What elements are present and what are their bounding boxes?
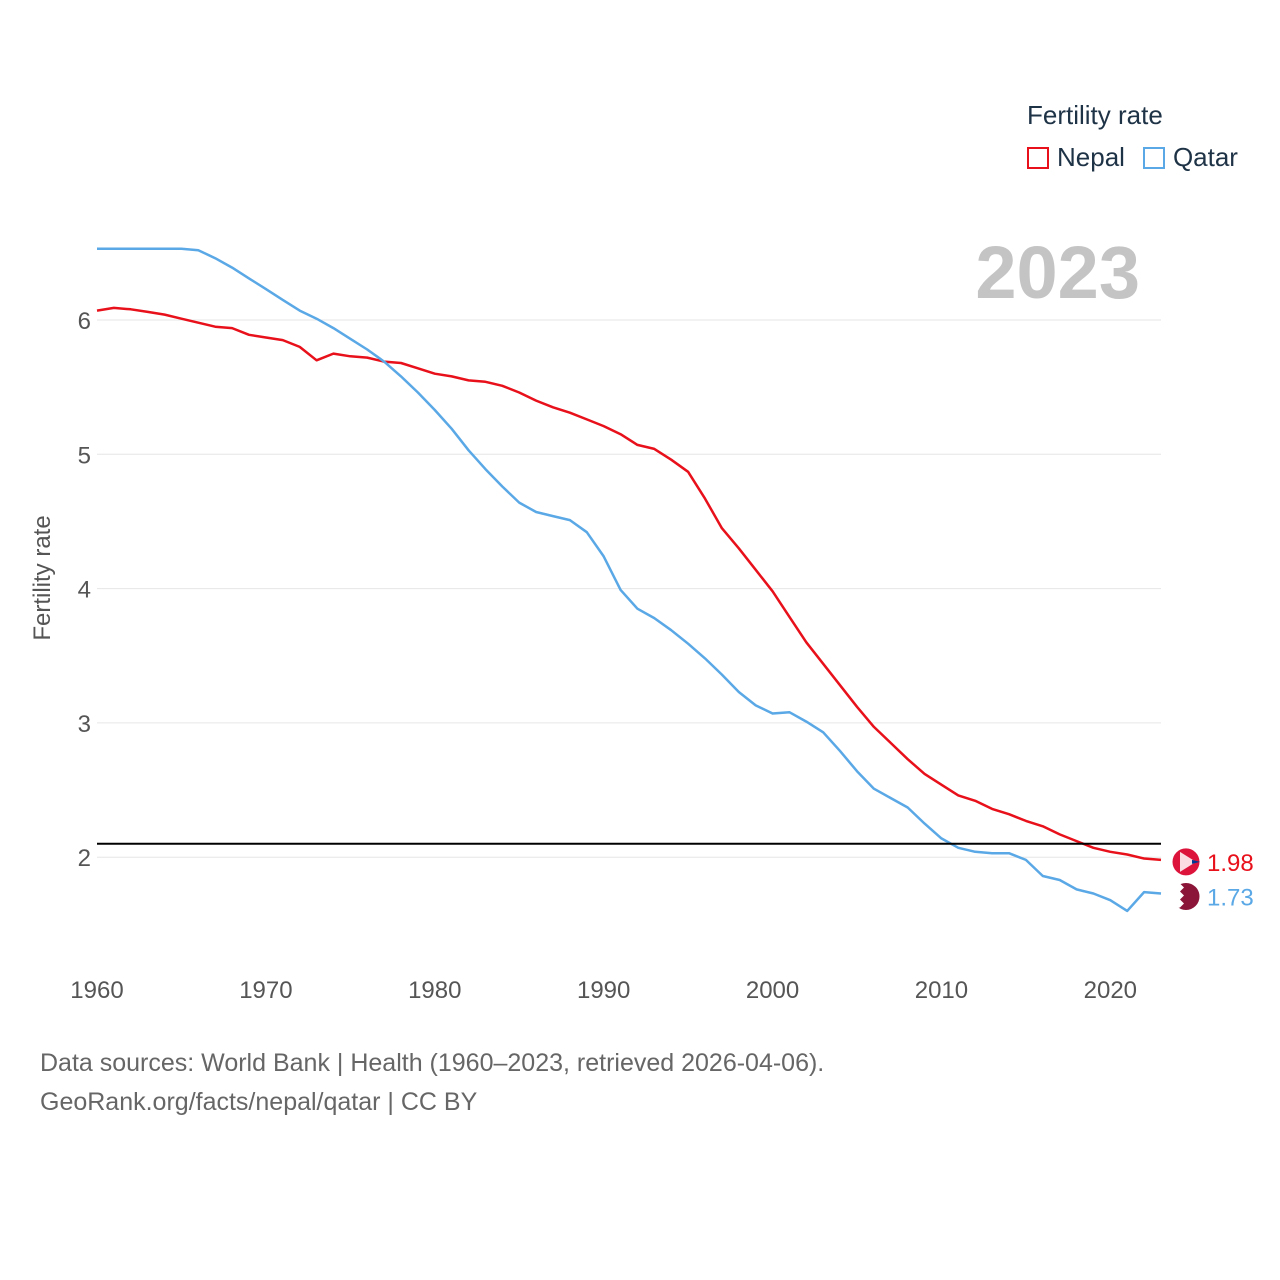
flag-qatar-icon [1171,881,1201,911]
end-markers: 1.98 1.73 [1171,847,1254,911]
y-tick-label-5: 5 [78,442,91,469]
series-line-qatar [97,247,1162,913]
y-tick-label-3: 3 [78,711,91,738]
legend-item-nepal[interactable]: Nepal [1027,142,1125,173]
legend-label-nepal: Nepal [1057,142,1125,172]
legend-item-qatar[interactable]: Qatar [1142,142,1238,173]
y-axis-ticks: 2 3 4 5 6 [78,308,91,872]
legend-swatch-nepal [1027,146,1049,169]
x-tick-label-1980: 1980 [408,977,461,1004]
x-tick-label-2010: 2010 [915,977,968,1004]
x-tick-label-2020: 2020 [1084,977,1137,1004]
source-line-1: Data sources: World Bank | Health (1960–… [40,1049,825,1077]
y-tick-label-4: 4 [78,577,91,604]
legend-swatch-qatar [1142,146,1165,169]
series-lines [96,247,1162,913]
legend-label-qatar: Qatar [1172,142,1238,172]
x-tick-label-2000: 2000 [746,977,799,1004]
flag-nepal-icon [1171,847,1201,877]
x-tick-label-1990: 1990 [577,977,630,1004]
end-value-label-qatar: 1.73 [1207,884,1254,911]
y-tick-label-6: 6 [78,308,91,335]
legend-title: Fertility rate [1027,100,1163,130]
y-tick-label-2: 2 [78,845,91,872]
flag-qatar-serration [1172,883,1184,910]
source-note: Data sources: World Bank | Health (1960–… [40,1044,824,1122]
x-axis-ticks: 1960 1970 1980 1990 2000 2010 2020 [70,977,1137,1004]
end-value-label-nepal: 1.98 [1207,850,1254,877]
x-tick-label-1970: 1970 [239,977,292,1004]
flag-nepal-border [1192,859,1200,864]
flag-nepal-pennant [1180,851,1196,872]
grid-lines [97,319,1161,858]
x-tick-label-1960: 1960 [70,977,123,1004]
series-line-nepal [96,306,1162,862]
y-axis-label: Fertility rate [29,515,56,640]
year-label: 2023 [975,231,1140,314]
source-line-2[interactable]: GeoRank.org/facts/nepal/qatar | CC BY [40,1088,478,1116]
legend: Nepal Qatar [1027,142,1256,173]
